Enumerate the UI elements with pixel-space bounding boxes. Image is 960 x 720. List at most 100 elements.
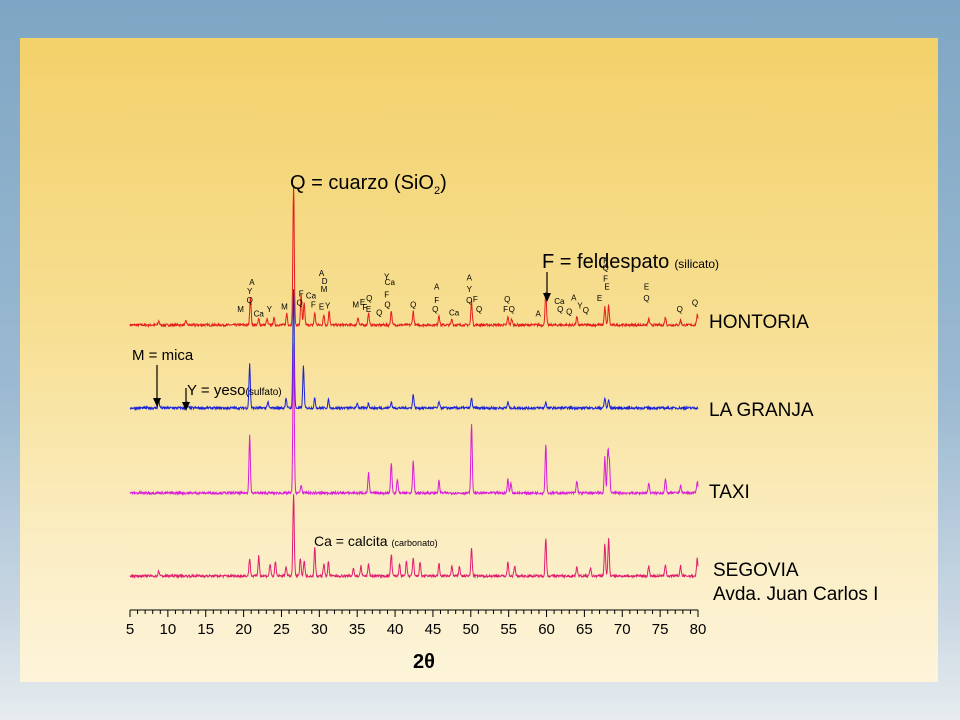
peak-mark (328, 399, 329, 400)
peak-mark (507, 316, 508, 317)
x-tick-label: 10 (160, 621, 177, 638)
peak-mark (285, 397, 286, 398)
peak-mark (391, 553, 392, 554)
peak-mark (323, 314, 324, 315)
peak-mark (360, 565, 361, 566)
peak-mark (451, 318, 452, 319)
x-tick-label: 45 (425, 621, 442, 638)
x-axis: 5 10 15 20 25 30 35 40 45 50 55 60 65 70 75 80 (126, 609, 707, 638)
sample-label-segovia: SEGOVIA (713, 560, 799, 581)
peak-mark (328, 561, 329, 562)
peak-label: Q (466, 296, 472, 305)
peak-mark (459, 565, 460, 566)
peak-mark (275, 561, 276, 562)
peak-mark (608, 399, 609, 400)
x-tick-label: 65 (576, 621, 593, 638)
x-tick-label: 55 (500, 621, 517, 638)
peak-label: A (434, 283, 440, 292)
sample-label-la-granja: LA GRANJA (709, 400, 814, 421)
peak-mark (185, 320, 186, 321)
legend-mica: M = mica (132, 347, 194, 364)
peak-mark (607, 450, 608, 451)
peak-mark (576, 565, 577, 566)
peak-label: Y (247, 287, 253, 296)
peak-mark (304, 559, 305, 560)
peak-label: F (362, 303, 367, 312)
x-axis-title: 2θ (413, 651, 435, 673)
peak-label: Ca (306, 292, 317, 301)
peak-label: F (299, 290, 304, 299)
peak-label: Q (602, 264, 608, 273)
peak-label: Q (643, 294, 649, 303)
peak-label: A (319, 269, 325, 278)
trace-line (129, 343, 699, 497)
peak-mark (471, 397, 472, 398)
x-tick-label: 75 (652, 621, 669, 638)
peak-mark (545, 444, 546, 445)
x-tick-label: 80 (690, 621, 707, 638)
peak-mark (413, 557, 414, 558)
peak-mark (304, 302, 305, 303)
peak-mark (286, 312, 287, 313)
peak-mark (158, 320, 159, 321)
peak-label: A (249, 278, 255, 287)
peak-mark (680, 565, 681, 566)
peak-label: Q (366, 294, 372, 303)
x-tick-label: 35 (349, 621, 366, 638)
diffraction-traces (129, 185, 699, 580)
peak-mark (314, 312, 315, 313)
peak-mark (258, 318, 259, 319)
peak-mark (314, 397, 315, 398)
peak-mark (391, 310, 392, 311)
peak-mark (368, 472, 369, 473)
peak-label: Y (577, 301, 583, 310)
peak-mark (293, 287, 294, 288)
peak-label: Q (504, 295, 510, 304)
trace-la-granja (129, 287, 699, 412)
peak-label: Q (583, 306, 589, 315)
peak-label: A (536, 310, 542, 319)
trace-line (129, 494, 699, 580)
peak-mark (357, 402, 358, 403)
peak-label: E (366, 305, 371, 314)
legend-calcite: Ca = calcita (carbonato) (314, 533, 438, 549)
sample-label-taxi: TAXI (709, 482, 750, 503)
peak-label: E (597, 294, 602, 303)
legend-quartz: Q = cuarzo (SiO2) (290, 172, 447, 197)
peak-mark (438, 480, 439, 481)
peak-mark (471, 422, 472, 423)
peak-label: Ca (385, 278, 396, 287)
peak-mark (406, 561, 407, 562)
mica-arrow (153, 365, 161, 407)
peak-mark (300, 557, 301, 558)
peak-mark (510, 482, 511, 483)
peak-mark (420, 561, 421, 562)
peak-mark (665, 316, 666, 317)
peak-label: E (360, 298, 365, 307)
peak-mark (353, 567, 354, 568)
peak-mark (604, 306, 605, 307)
peak-label: Q (410, 301, 416, 310)
peak-mark (680, 319, 681, 320)
peak-label: Q (476, 305, 482, 314)
peak-label: Q (247, 296, 253, 305)
peak-mark (590, 567, 591, 568)
peak-mark (258, 555, 259, 556)
peak-mark (604, 456, 605, 457)
peak-mark (507, 561, 508, 562)
peak-mark (665, 563, 666, 564)
peak-mark (680, 484, 681, 485)
peak-mark (249, 363, 250, 364)
feldspar-arrow (543, 272, 551, 302)
sample-label-location: Avda. Juan Carlos I (713, 584, 878, 605)
peak-mark (545, 537, 546, 538)
trace-hontoria (129, 185, 699, 329)
peak-mark (397, 478, 398, 479)
peak-mark (609, 462, 610, 463)
peak-label: M (237, 305, 244, 314)
peak-label: D (322, 277, 328, 286)
slide-panel: A Y Q M Ca Y M F Q Ca F A D M E Y M E Q F E Q Y Ca F Q Q A F Q Ca A Y Q F Q… (20, 38, 938, 682)
peak-mark (391, 462, 392, 463)
x-tick-label: 20 (235, 621, 252, 638)
